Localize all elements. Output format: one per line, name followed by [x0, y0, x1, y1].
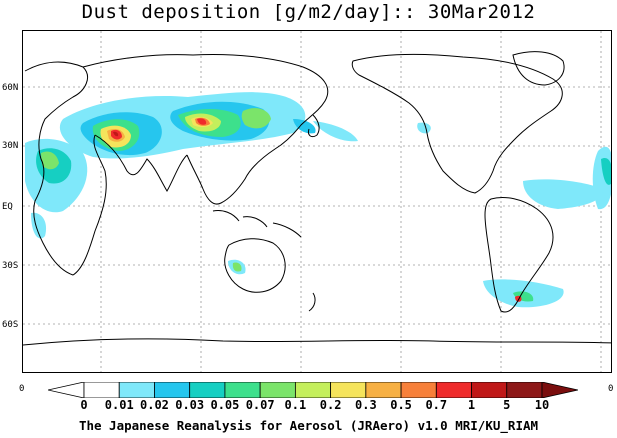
- colorbar-box: [154, 382, 191, 398]
- colorbar-over-triangle: [541, 382, 578, 398]
- colorbar-tick-label: 5: [503, 398, 511, 412]
- colorbar-tick-label: 0.1: [284, 398, 307, 412]
- coastlines: [23, 51, 611, 346]
- colorbar-labels: 0 0.01 0.02 0.03 0.05 0.07 0.1 0.2 0.3 0.5 0.7 1 5 10: [0, 398, 617, 412]
- colorbar-tick-label: 0: [80, 398, 88, 412]
- colorbar-box: [435, 382, 472, 398]
- colorbar-tick-label: 0.05: [210, 398, 240, 412]
- colorbar-box: [83, 382, 120, 398]
- map-title: Dust deposition [g/m2/day]:: 30Mar2012: [81, 1, 536, 23]
- dust-field: [25, 92, 611, 308]
- colorbar-tick-label: 0.3: [355, 398, 377, 412]
- colorbar-tick-label: 0.03: [175, 398, 205, 412]
- lat-label-30s: 30S: [2, 261, 19, 271]
- colorbar-box: [189, 382, 226, 398]
- colorbar-tick-label: 0.01: [104, 398, 134, 412]
- colorbar-tick-label: 1: [467, 398, 476, 412]
- colorbar-tick-label: 0.07: [245, 398, 275, 412]
- world-map-svg: [23, 31, 611, 372]
- lat-label-60s: 60S: [2, 320, 19, 330]
- colorbar-box: [294, 382, 332, 398]
- map-gridlines: [23, 31, 611, 372]
- colorbar-box: [471, 382, 508, 398]
- colorbar-box: [330, 382, 367, 398]
- footer-credit: The Japanese Reanalysis for Aerosol (JRA…: [78, 418, 539, 433]
- colorbar-left-end-label: 0: [19, 384, 25, 394]
- colorbar-tick-label: 0.2: [319, 398, 342, 412]
- colorbar-tick-label: 0.7: [425, 398, 448, 412]
- colorbar-box: [506, 382, 543, 398]
- colorbar: [48, 382, 578, 398]
- world-map: [22, 30, 612, 373]
- lat-label-30n: 30N: [2, 141, 19, 151]
- colorbar-box: [224, 382, 261, 398]
- colorbar-tick-label: 10: [534, 398, 550, 412]
- colorbar-tick-label: 0.02: [140, 398, 169, 412]
- colorbar-box: [400, 382, 437, 398]
- lat-label-eq: EQ: [2, 202, 13, 212]
- colorbar-tick-label: 0.5: [390, 398, 412, 412]
- colorbar-box: [118, 382, 155, 398]
- colorbar-right-end-label: 0: [608, 384, 614, 394]
- colorbar-box: [365, 382, 402, 398]
- colorbar-box: [259, 382, 296, 398]
- colorbar-under-triangle: [48, 382, 85, 398]
- lat-label-60n: 60N: [2, 83, 19, 93]
